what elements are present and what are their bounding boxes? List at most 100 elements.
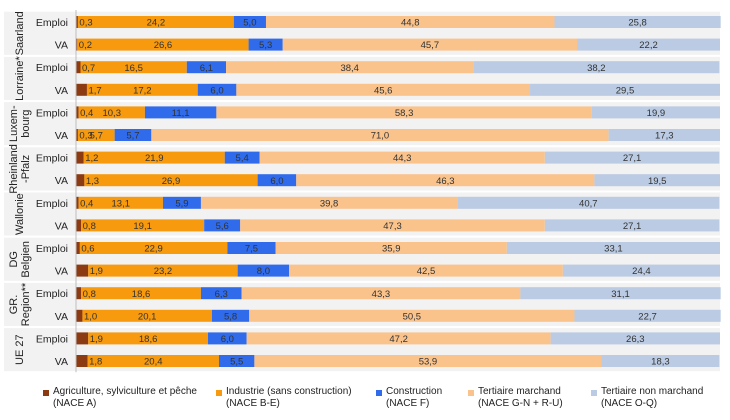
bar-construction: [197, 83, 237, 96]
bar-agriculture: [76, 38, 78, 51]
bar-construction: [211, 309, 250, 322]
legend-code-construction: (NACE F): [386, 398, 430, 409]
bar-tertiaire-non-marchand: [457, 196, 720, 209]
value-label-tertiaire-marchand: 45,6: [374, 85, 393, 96]
bar-tertiaire-non-marchand: [530, 83, 720, 96]
region-label: Luxem-bourg: [8, 105, 32, 142]
legend-label-agriculture: Agriculture, sylviculture et pêche: [53, 386, 197, 397]
bar-construction: [227, 242, 276, 254]
bar-tertiaire-marchand: [246, 332, 551, 345]
value-label-tertiaire-marchand: 43,3: [372, 289, 391, 300]
value-label-construction: 5,6: [216, 221, 229, 232]
legend-label-construction: Construction: [386, 386, 443, 397]
value-label-agriculture: 1,0: [84, 311, 97, 322]
bar-agriculture: [76, 151, 84, 164]
bar-tertiaire-marchand: [265, 16, 555, 28]
bar-industrie: [79, 242, 228, 254]
value-label-industrie: 18,6: [132, 289, 151, 300]
value-label-industrie: 19,1: [133, 221, 152, 232]
bar-tertiaire-non-marchand: [544, 219, 720, 232]
bar-tertiaire-non-marchand: [591, 106, 720, 119]
value-label-industrie: 17,2: [133, 85, 152, 96]
value-label-tertiaire-marchand: 71,0: [371, 131, 390, 142]
value-label-tertiaire-non-marchand: 22,2: [639, 40, 658, 51]
bar-construction: [186, 61, 227, 74]
legend-item-tertiaire-non-marchand: Tertiaire non marchand (NACE O-Q): [591, 386, 703, 410]
region-label-line: UE 27: [14, 334, 26, 365]
bar-construction: [144, 106, 217, 119]
value-label-industrie: 20,4: [144, 357, 163, 368]
region-label: Rheinland-Pfalz: [8, 144, 32, 194]
legend-code-industrie: (NACE B-E): [226, 398, 280, 409]
bar-agriculture: [76, 242, 80, 254]
row-label: Emploi: [36, 17, 68, 29]
legend-label-tertiaire-non-marchand: Tertiaire non marchand: [601, 386, 704, 397]
value-label-industrie: 16,5: [124, 63, 143, 74]
row-label: Emploi: [36, 243, 68, 255]
bar-tertiaire-marchand: [254, 355, 602, 367]
value-label-construction: 11,1: [172, 108, 190, 119]
bar-tertiaire-marchand: [275, 242, 507, 254]
bar-tertiaire-marchand: [240, 219, 545, 232]
bar-tertiaire-marchand: [282, 38, 578, 51]
region-label-line: Lorraine*: [14, 55, 26, 100]
region-label-line: Belgien: [20, 241, 32, 278]
row-label: VA: [55, 40, 68, 52]
row-label: VA: [55, 356, 68, 368]
row-label: Emploi: [36, 288, 68, 300]
value-label-tertiaire-marchand: 45,7: [421, 40, 440, 51]
bar-tertiaire-non-marchand: [554, 16, 721, 28]
bar-tertiaire-marchand: [226, 61, 474, 74]
row-label: Emploi: [36, 62, 68, 74]
bar-industrie: [84, 174, 258, 187]
bar-construction: [218, 355, 255, 367]
legend-code-tertiaire-non-marchand: (NACE O-Q): [601, 398, 658, 409]
value-label-agriculture: 0,6: [81, 244, 94, 255]
value-label-tertiaire-marchand: 39,8: [320, 198, 339, 209]
region-label-line: Luxem-: [8, 105, 20, 142]
value-label-tertiaire-non-marchand: 27,1: [623, 221, 642, 232]
row-label: VA: [55, 85, 68, 97]
value-label-construction: 5,9: [175, 198, 188, 209]
legend-item-tertiaire-marchand: Tertiaire marchand (NACE G-N + R-U): [468, 386, 563, 410]
legend-swatch-tertiaire-non-marchand: [591, 390, 597, 396]
value-labels-layer: 0,3 24,2 5,0 44,8 25,8 0,2 26,6 5,3 45,7 22,2 0,7 1…: [79, 18, 674, 368]
bar-construction: [248, 38, 283, 51]
bar-construction: [114, 129, 152, 141]
value-label-industrie: 23,2: [154, 266, 173, 277]
value-label-agriculture: 0,2: [79, 40, 92, 51]
legend-swatch-industrie: [216, 390, 222, 396]
bar-tertiaire-non-marchand: [473, 61, 720, 74]
bar-agriculture: [76, 196, 79, 209]
legend-label-tertiaire-marchand: Tertiaire marchand: [478, 386, 561, 397]
bar-tertiaire-non-marchand: [594, 174, 720, 187]
bar-industrie: [82, 309, 212, 322]
bar-tertiaire-non-marchand: [550, 332, 720, 345]
value-label-tertiaire-marchand: 35,9: [382, 244, 401, 255]
row-label: Emploi: [36, 153, 68, 165]
bar-tertiaire-marchand: [200, 196, 458, 209]
value-label-construction: 5,4: [236, 153, 249, 164]
bar-tertiaire-marchand: [236, 83, 531, 96]
bar-agriculture: [76, 83, 87, 96]
row-label: VA: [55, 311, 68, 323]
value-label-agriculture: 1,3: [86, 176, 99, 187]
region-label-line: DG: [8, 251, 20, 268]
value-label-industrie: 22,9: [144, 244, 163, 255]
row-label: VA: [55, 175, 68, 187]
bar-tertiaire-marchand: [249, 309, 575, 322]
bar-construction: [200, 287, 242, 300]
region-label: Lorraine*: [14, 55, 26, 100]
value-label-tertiaire-non-marchand: 22,7: [638, 311, 657, 322]
value-label-industrie: 18,6: [139, 334, 158, 345]
value-label-industrie: 26,6: [154, 40, 173, 51]
value-label-industrie: 26,9: [162, 176, 181, 187]
legend: Agriculture, sylviculture et pêche (NACE…: [0, 380, 730, 420]
bar-industrie: [77, 38, 249, 51]
value-label-construction: 5,7: [126, 131, 139, 142]
value-label-industrie: 13,1: [112, 198, 131, 209]
legend-swatch-construction: [376, 390, 382, 396]
row-label: Emploi: [36, 198, 68, 210]
region-label: UE 27: [14, 334, 26, 365]
